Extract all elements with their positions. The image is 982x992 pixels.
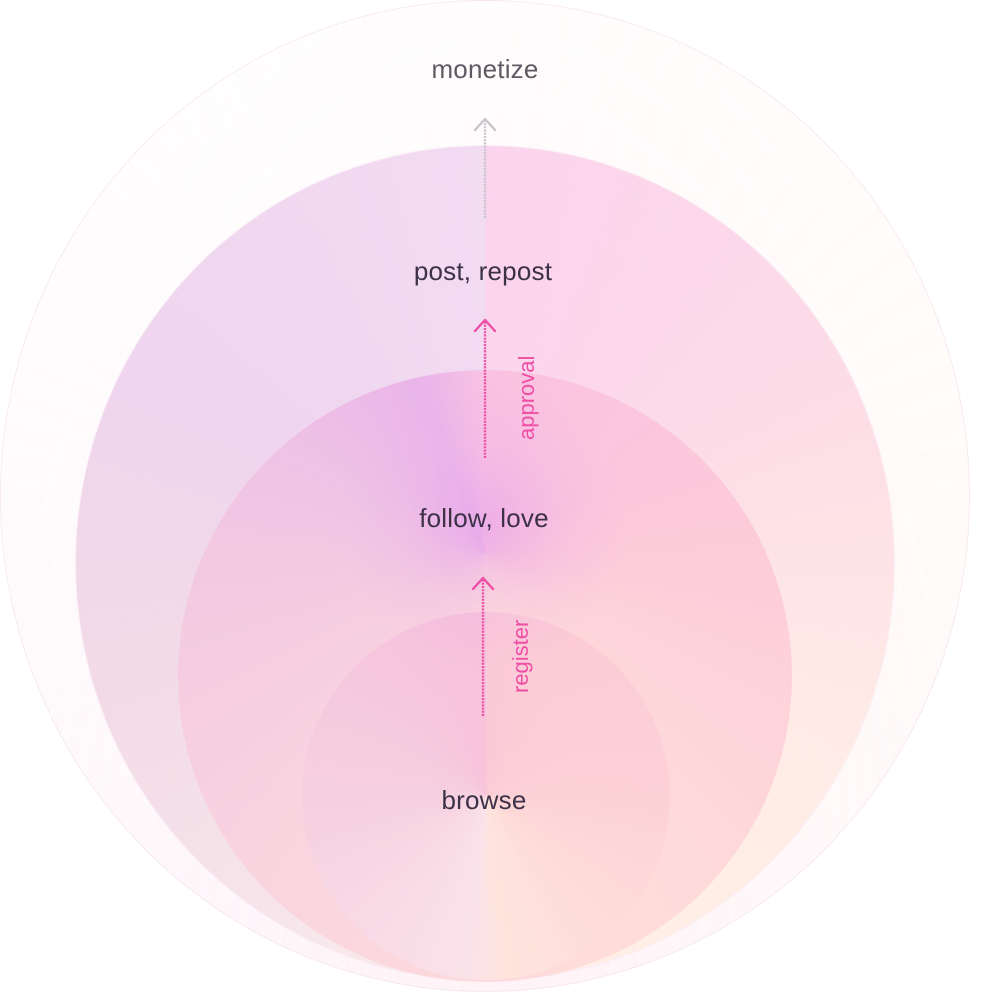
circle-browse xyxy=(302,612,670,980)
level-label-monetize: monetize xyxy=(431,54,539,84)
level-label-post-repost: post, repost xyxy=(413,256,553,286)
arrow-browse-to-follow xyxy=(471,576,495,716)
edge-label-approval: approval xyxy=(514,355,539,440)
level-label-follow-love: follow, love xyxy=(419,503,549,533)
arrow-follow-to-post xyxy=(473,318,497,458)
arrow-post-to-monetize xyxy=(473,117,497,218)
edge-label-register: register xyxy=(508,619,533,693)
level-label-browse: browse xyxy=(441,785,527,815)
